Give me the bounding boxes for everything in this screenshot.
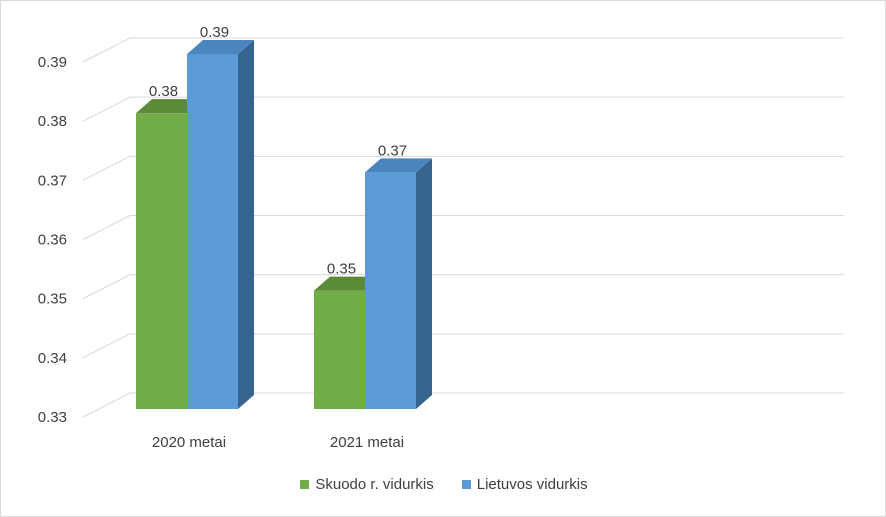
data-label: 0.39: [200, 24, 229, 41]
gridline-depth: [82, 274, 131, 300]
y-tick-label: 0.35: [38, 291, 67, 308]
legend-item-lietuvos: Lietuvos vidurkis: [461, 476, 588, 493]
bar-chart: 0.33 0.34 0.35 0.36 0.37 0.38 0.39 0.38 0.39 2020…: [38, 24, 844, 451]
legend-label-lietuvos: Lietuvos vidurkis: [476, 476, 588, 493]
y-tick-label: 0.38: [38, 113, 67, 130]
x-tick-label: 2020 metai: [152, 434, 226, 451]
gridline-depth: [82, 96, 131, 122]
bar-side: [238, 40, 254, 409]
bar-top: [314, 276, 381, 291]
data-label: 0.35: [327, 261, 356, 278]
bar-top: [187, 40, 254, 54]
y-tick-label: 0.39: [38, 54, 67, 71]
y-tick-label: 0.37: [38, 172, 67, 189]
bar-top: [136, 99, 203, 114]
bar: [187, 54, 238, 409]
x-tick-label: 2021 metai: [330, 434, 404, 451]
bar-top: [365, 158, 432, 173]
legend-item-skuodo: Skuodo r. vidurkis: [300, 476, 434, 493]
bar: [365, 172, 416, 409]
data-label: 0.37: [378, 142, 407, 159]
legend: Skuodo r. vidurkis Lietuvos vidurkis: [1, 476, 886, 493]
bar: [314, 290, 365, 409]
gridline-depth: [82, 155, 131, 181]
gridline-depth: [82, 37, 131, 63]
legend-swatch-skuodo: [300, 480, 310, 489]
gridline-depth: [82, 392, 131, 418]
bar-side: [416, 158, 432, 409]
legend-label-skuodo: Skuodo r. vidurkis: [315, 476, 434, 493]
gridline-depth: [82, 215, 131, 240]
y-tick-label: 0.36: [38, 232, 67, 249]
data-label: 0.38: [149, 83, 178, 100]
y-tick-label: 0.33: [38, 409, 67, 426]
bar: [136, 113, 187, 410]
legend-swatch-lietuvos: [461, 480, 471, 489]
y-tick-label: 0.34: [38, 350, 67, 367]
gridline-depth: [82, 333, 131, 359]
